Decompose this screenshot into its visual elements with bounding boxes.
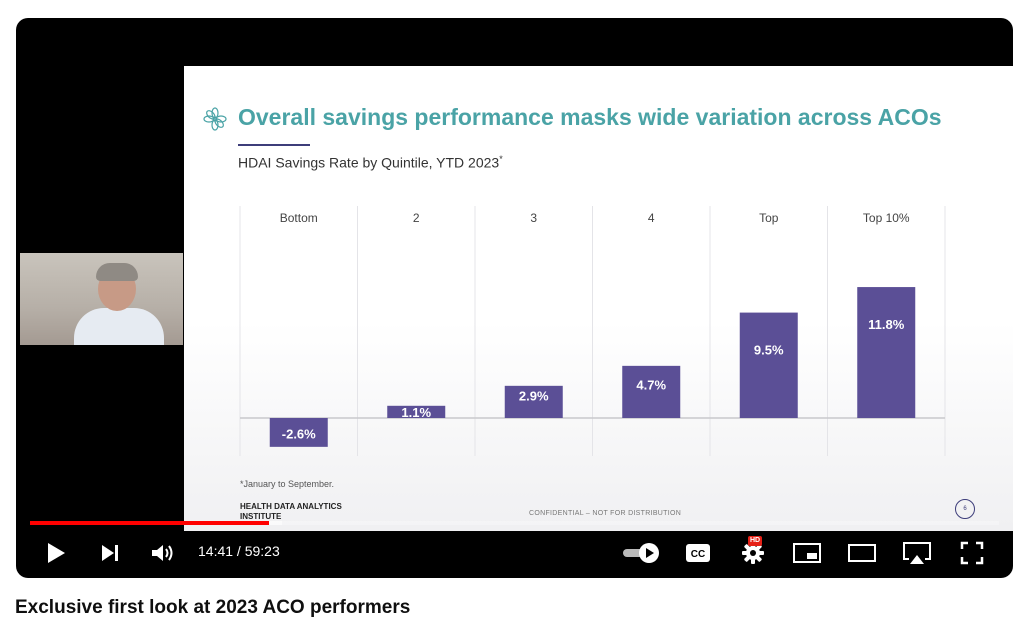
theater-icon <box>848 544 876 562</box>
airplay-icon <box>903 542 931 564</box>
bar <box>622 365 681 418</box>
slide-title: Overall savings performance masks wide v… <box>238 104 942 130</box>
title-underline <box>238 144 310 146</box>
video-player[interactable]: Overall savings performance masks wide v… <box>16 18 1013 578</box>
data-label: 4.7% <box>636 377 666 392</box>
category-label: Top 10% <box>863 211 910 225</box>
slide-subtitle: HDAI Savings Rate by Quintile, YTD 2023* <box>238 154 503 171</box>
volume-button[interactable] <box>145 533 181 573</box>
hd-badge: HD <box>748 536 763 546</box>
data-label: 2.9% <box>519 388 549 403</box>
time-display: 14:41 / 59:23 <box>198 543 280 559</box>
bar <box>269 418 328 447</box>
autoplay-toggle[interactable] <box>619 533 663 573</box>
category-label: 3 <box>530 211 537 225</box>
captions-icon: CC <box>686 544 710 562</box>
current-time: 14:41 <box>198 543 234 559</box>
volume-icon <box>152 545 173 561</box>
progress-played <box>30 521 270 525</box>
slide-footnote: *January to September. <box>240 479 335 489</box>
next-button[interactable] <box>92 533 128 573</box>
data-label: -2.6% <box>282 426 316 441</box>
fullscreen-button[interactable] <box>954 533 990 573</box>
progress-bar[interactable] <box>30 521 999 525</box>
duration: 59:23 <box>244 543 280 559</box>
confidential-notice: CONFIDENTIAL – NOT FOR DISTRIBUTION <box>529 510 682 517</box>
category-label: 2 <box>413 211 420 225</box>
slide-page-number: 6 <box>955 499 975 519</box>
savings-bar-chart: Bottom -2.6% 2 1.1% 3 2.9% 4 4.7% Top 9.5% Top 10%… <box>239 206 946 456</box>
data-label: 11.8% <box>868 317 905 332</box>
bar <box>739 312 798 418</box>
bar <box>857 287 916 418</box>
play-button[interactable] <box>38 533 74 573</box>
category-label: 4 <box>648 211 655 225</box>
subtitle-footnote-mark: * <box>499 154 503 164</box>
category-label: Top <box>759 211 779 225</box>
airplay-button[interactable] <box>899 533 935 573</box>
category-label: Bottom <box>280 211 318 225</box>
bar <box>504 385 563 418</box>
speaker-webcam-thumbnail <box>20 253 183 345</box>
time-separator: / <box>233 543 245 559</box>
captions-button[interactable]: CC <box>680 533 716 573</box>
bar <box>387 405 446 418</box>
video-title: Exclusive first look at 2023 ACO perform… <box>15 597 411 618</box>
next-icon <box>102 545 118 561</box>
data-label: 9.5% <box>754 343 784 358</box>
fullscreen-icon <box>960 541 984 565</box>
gear-icon <box>742 542 764 564</box>
subtitle-text: HDAI Savings Rate by Quintile, YTD 2023 <box>238 154 500 171</box>
organization-name: HEALTH DATA ANALYTICS INSTITUTE <box>240 502 342 521</box>
miniplayer-button[interactable] <box>789 533 825 573</box>
play-icon <box>48 543 65 563</box>
data-label: 1.1% <box>401 405 431 420</box>
flower-logo-icon <box>203 107 227 131</box>
miniplayer-icon <box>793 543 821 563</box>
theater-mode-button[interactable] <box>844 533 880 573</box>
player-controls: 14:41 / 59:23 CC HD <box>16 533 1013 573</box>
presentation-slide: Overall savings performance masks wide v… <box>184 66 1013 531</box>
autoplay-toggle-icon <box>623 543 659 563</box>
settings-button[interactable]: HD <box>735 533 771 573</box>
svg-text:CC: CC <box>691 549 705 560</box>
